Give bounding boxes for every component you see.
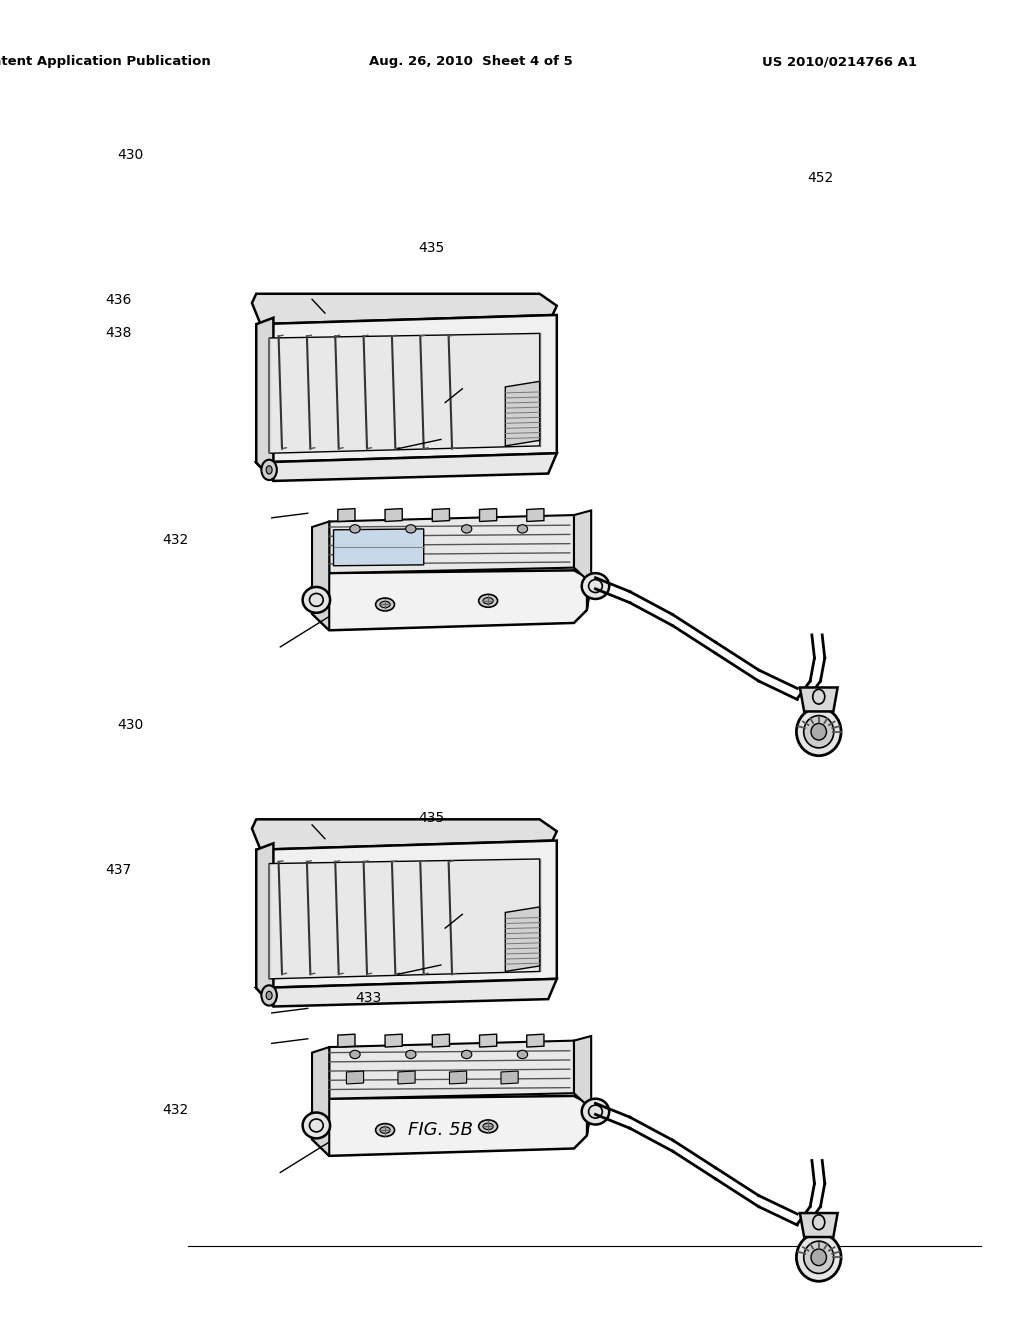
Polygon shape xyxy=(269,859,540,979)
Ellipse shape xyxy=(811,723,826,741)
Ellipse shape xyxy=(462,525,472,533)
Ellipse shape xyxy=(406,1051,416,1059)
Polygon shape xyxy=(800,688,838,711)
Ellipse shape xyxy=(582,573,609,599)
Text: 433: 433 xyxy=(355,991,381,1005)
Polygon shape xyxy=(505,907,540,972)
Polygon shape xyxy=(312,521,330,631)
Ellipse shape xyxy=(582,1098,609,1125)
Ellipse shape xyxy=(376,598,394,611)
Text: 430: 430 xyxy=(117,148,143,162)
Polygon shape xyxy=(256,318,273,480)
Polygon shape xyxy=(256,453,557,480)
Ellipse shape xyxy=(261,985,276,1006)
Text: 436: 436 xyxy=(104,293,131,308)
Ellipse shape xyxy=(517,525,527,533)
Polygon shape xyxy=(526,508,544,521)
Text: FIG. 5B: FIG. 5B xyxy=(408,1121,472,1139)
Text: 434: 434 xyxy=(350,381,376,395)
Text: FIG. 5A: FIG. 5A xyxy=(408,550,472,569)
Polygon shape xyxy=(574,511,591,610)
Polygon shape xyxy=(574,1036,591,1135)
Polygon shape xyxy=(334,529,424,566)
Polygon shape xyxy=(252,820,557,850)
Ellipse shape xyxy=(478,1119,498,1133)
Ellipse shape xyxy=(811,1249,826,1266)
Text: 438: 438 xyxy=(104,326,131,341)
Ellipse shape xyxy=(303,587,330,612)
Text: 435: 435 xyxy=(418,242,444,255)
Polygon shape xyxy=(330,1040,574,1098)
Text: 452: 452 xyxy=(807,172,834,185)
Polygon shape xyxy=(385,1034,402,1047)
Ellipse shape xyxy=(478,594,498,607)
Polygon shape xyxy=(256,315,557,462)
Text: Patent Application Publication: Patent Application Publication xyxy=(0,55,211,69)
Ellipse shape xyxy=(266,991,272,999)
Text: 432: 432 xyxy=(162,1104,188,1117)
Ellipse shape xyxy=(380,602,390,607)
Polygon shape xyxy=(312,1047,330,1156)
Ellipse shape xyxy=(350,1051,360,1059)
Ellipse shape xyxy=(462,1051,472,1059)
Ellipse shape xyxy=(797,708,841,756)
Text: US 2010/0214766 A1: US 2010/0214766 A1 xyxy=(762,55,918,69)
Polygon shape xyxy=(526,1034,544,1047)
Text: 434: 434 xyxy=(350,950,376,965)
Polygon shape xyxy=(800,1213,838,1237)
Ellipse shape xyxy=(376,1123,394,1137)
Polygon shape xyxy=(310,570,591,631)
Polygon shape xyxy=(346,1071,364,1084)
Ellipse shape xyxy=(517,1051,527,1059)
Text: 432: 432 xyxy=(162,533,188,546)
Text: 452: 452 xyxy=(807,741,834,755)
Ellipse shape xyxy=(303,1113,330,1138)
Ellipse shape xyxy=(261,459,276,480)
Polygon shape xyxy=(256,841,557,989)
Polygon shape xyxy=(330,515,574,573)
Polygon shape xyxy=(450,1071,467,1084)
Polygon shape xyxy=(398,1071,415,1084)
Ellipse shape xyxy=(483,1123,494,1130)
Text: Aug. 26, 2010  Sheet 4 of 5: Aug. 26, 2010 Sheet 4 of 5 xyxy=(370,55,572,69)
Polygon shape xyxy=(310,1096,591,1156)
Text: 435: 435 xyxy=(418,810,444,825)
Polygon shape xyxy=(432,1034,450,1047)
Ellipse shape xyxy=(804,715,834,748)
Ellipse shape xyxy=(483,598,494,605)
Ellipse shape xyxy=(350,525,360,533)
Ellipse shape xyxy=(380,1127,390,1134)
Polygon shape xyxy=(338,508,355,521)
Polygon shape xyxy=(479,508,497,521)
Polygon shape xyxy=(479,1034,497,1047)
Polygon shape xyxy=(385,508,402,521)
Polygon shape xyxy=(269,334,540,453)
Polygon shape xyxy=(256,843,273,1007)
Polygon shape xyxy=(338,1034,355,1047)
Polygon shape xyxy=(256,979,557,1007)
Text: 430: 430 xyxy=(117,718,143,733)
Text: 433: 433 xyxy=(355,421,381,436)
Polygon shape xyxy=(252,294,557,325)
Polygon shape xyxy=(432,508,450,521)
Ellipse shape xyxy=(797,1233,841,1282)
Text: 437: 437 xyxy=(104,863,131,876)
Polygon shape xyxy=(505,381,540,446)
Ellipse shape xyxy=(804,1241,834,1274)
Polygon shape xyxy=(501,1071,518,1084)
Ellipse shape xyxy=(266,466,272,474)
Ellipse shape xyxy=(406,525,416,533)
